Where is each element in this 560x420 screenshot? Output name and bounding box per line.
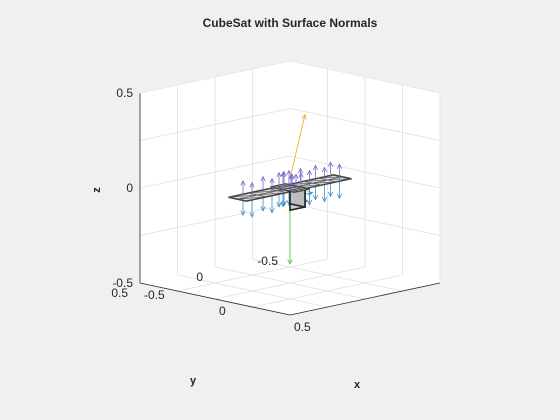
nadir-vector-head: [287, 259, 293, 266]
solar-panel-left-normal-up: [280, 171, 286, 188]
solar-panel-center-normal-up: [298, 172, 304, 189]
solar-panel-left-normal-up-head: [240, 179, 246, 186]
grid-floor-x-2: [177, 258, 328, 292]
grid-wall-x-z-2: [139, 203, 291, 236]
sun-vector-head: [301, 113, 307, 120]
solar-panel-left-normal-up: [249, 181, 255, 199]
solar-panel-right-normal-up: [321, 166, 328, 183]
x-axis-line: [139, 282, 291, 316]
y-axis-line: [289, 282, 441, 316]
vectors-back: [287, 113, 307, 266]
solar-panel-right-normal-up-head: [336, 163, 343, 169]
solar-panel-right-normal-up: [327, 161, 334, 178]
nadir-vector: [287, 207, 293, 266]
grid-floor-y-2: [252, 258, 403, 292]
z-tick-label: -0.5: [112, 276, 133, 290]
solar-panel-left-normal-down-head: [269, 208, 275, 214]
panel-normals-up: [240, 161, 343, 199]
solar-panel-center-normal-up: [281, 170, 287, 187]
axes-3d: -0.500.5-0.500.5-0.500.5: [111, 60, 441, 334]
solar-panel-left-normal-down-head: [249, 212, 255, 218]
solar-panel-center-normal-up-head: [286, 169, 292, 176]
grid-wall-x-z-1: [139, 155, 291, 189]
solar-panel-center-cell: [270, 185, 288, 190]
grid-wall-y-z-2: [289, 203, 441, 236]
solar-panel-right-normal-up-head: [297, 167, 304, 174]
chart-title: CubeSat with Surface Normals: [203, 16, 378, 30]
body-normal-y-head: [307, 191, 314, 197]
solar-panel-center-normal-up: [293, 173, 299, 190]
grid-wall-y-z-1: [289, 155, 441, 189]
solar-panel-right-normal-down-head: [327, 191, 334, 198]
solar-panel-right-normal-up: [336, 163, 343, 180]
solar-panel-center-normal-up-head: [293, 173, 299, 179]
z-axis-label: z: [91, 187, 103, 193]
x-tick-label: 0: [219, 304, 226, 318]
solar-panel-right-normal-down: [321, 182, 328, 203]
solar-panel-center-normal-up-head: [298, 172, 304, 178]
axes-box-edges: [139, 60, 441, 316]
solar-panel-left-normal-up-head: [260, 175, 266, 182]
solar-panel-center-normal-up-head: [276, 171, 282, 178]
solar-panel-left-normal-up-head: [289, 173, 295, 179]
solar-panel-right-normal-up-head: [321, 166, 328, 173]
solar-panel-center-normal-up: [288, 174, 294, 191]
solar-panel-left-diagonal: [257, 192, 287, 196]
y-tick-label: 0.5: [111, 286, 128, 300]
solar-panel-left-normal-up: [240, 179, 246, 197]
solar-panel-center-normal-down-head: [276, 202, 282, 208]
solar-panel-left-normal-up: [269, 177, 275, 194]
solar-panel-left-normal-up-head: [249, 181, 255, 188]
solar-panel-right-normal-down: [336, 179, 343, 200]
solar-panels: [228, 174, 352, 202]
z-tick-label: 0.5: [116, 86, 133, 100]
x-tick-label: -0.5: [144, 288, 165, 302]
z-tick-label: 0: [126, 181, 133, 195]
solar-panel-center-diagonal: [282, 189, 300, 192]
solar-panel-center-normal-up: [276, 171, 282, 188]
solar-panel-left-normal-up: [260, 175, 266, 192]
solar-panel-right-normal-up-head: [312, 164, 319, 171]
solar-panel-right-normal-up-head: [327, 161, 334, 167]
solar-panel-left-normal-down: [249, 198, 255, 218]
grid-floor-y-1: [214, 266, 366, 300]
x-tick-label: 0.5: [294, 320, 311, 334]
sun-vector: [289, 113, 307, 179]
solar-panel-right-normal-up-head: [306, 169, 313, 176]
solar-panel-center-normal-up: [286, 169, 292, 186]
y-tick-label: 0: [196, 270, 203, 284]
solar-panel-right-normal-down-head: [306, 200, 313, 206]
solar-panel-right-cell: [327, 176, 352, 183]
box-back-edge: [139, 60, 441, 283]
solar-panel-left-normal-up-head: [269, 177, 275, 184]
solar-panel-right-normal-up: [312, 164, 319, 181]
solar-panel-right-normal-down-head: [312, 194, 319, 201]
sun-vector-shaft: [289, 114, 306, 179]
solar-panel-left-normal-down-head: [260, 206, 266, 212]
solar-panel-right-normal-up: [306, 169, 313, 186]
y-tick-label: -0.5: [257, 254, 278, 268]
solar-panel-left-normal-up-head: [280, 171, 286, 178]
solar-panel-left-normal-down-head: [240, 210, 246, 217]
solar-panel-center-normal-down-head: [281, 201, 287, 207]
cubesat-model: [228, 161, 352, 218]
tick-labels: -0.500.5-0.500.5-0.500.5: [111, 86, 311, 334]
solar-panel-center-normal-up-head: [281, 170, 287, 177]
solar-panel-left-normal-down: [269, 193, 275, 214]
solar-panel-right-normal-down-head: [321, 196, 328, 203]
x-axis-label: x: [354, 379, 361, 391]
y-axis-label: y: [190, 375, 197, 387]
solar-panel-right-normal-up: [297, 167, 304, 184]
solar-panel-center-normal-up-head: [288, 174, 294, 180]
solar-panel-left-normal-down-head: [280, 201, 286, 208]
solar-panel-right-normal-down-head: [336, 193, 343, 200]
